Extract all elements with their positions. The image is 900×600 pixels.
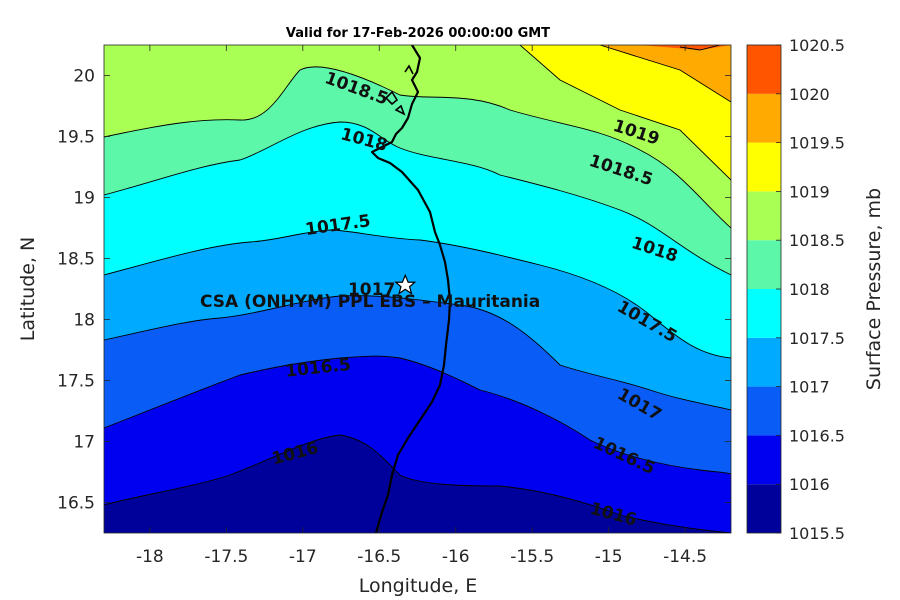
x-tick-label: -16: [442, 547, 470, 567]
site-label: CSA (ONHYM) PPL EBS – Mauritania: [200, 292, 540, 312]
colorbar-swatch: [747, 240, 781, 289]
y-tick-label: 17.5: [57, 372, 95, 392]
colorbar-tick-label: 1015.5: [789, 524, 845, 543]
contour-line-1018: [104, 121, 731, 276]
contour-line-1018-5: [104, 66, 731, 229]
colorbar-swatch: [747, 93, 781, 143]
x-tick-label: -15.5: [510, 547, 554, 567]
colorbar-swatch: [747, 45, 781, 94]
y-tick-label: 18.5: [57, 250, 95, 270]
contour-line-1016: [104, 434, 731, 533]
colorbar-tick-label: 1018: [789, 280, 830, 299]
colorbar-swatch: [747, 435, 781, 485]
colorbar-swatch: [747, 289, 781, 338]
contour-line-1017-5: [104, 229, 731, 359]
plot-area: [104, 45, 731, 533]
x-tick-label: -14.5: [663, 547, 707, 567]
colorbar-tick-label: 1019.5: [789, 134, 845, 153]
y-tick-label: 20: [73, 67, 95, 87]
x-tick-label: -16.5: [357, 547, 401, 567]
y-axis-ticks: 20 19.5 19 18.5 18 17.5 17 16.5: [57, 67, 731, 514]
x-axis-label: Longitude, E: [359, 575, 478, 597]
contour-line-1020: [679, 45, 721, 51]
chart-title: Valid for 17-Feb-2026 00:00:00 GMT: [286, 26, 550, 41]
colorbar-tick-label: 1016.5: [789, 426, 845, 445]
pressure-band-1015-5: [104, 435, 731, 533]
x-tick-label: -18: [136, 547, 164, 567]
contour-line-1019: [519, 45, 731, 181]
colorbar-tick-label: 1020.5: [789, 36, 845, 55]
y-tick-label: 17: [73, 433, 95, 453]
y-tick-label: 18: [73, 311, 95, 331]
x-axis-ticks: -18 -17.5 -17 -16.5 -16 -15.5 -15 -14.5: [136, 45, 707, 567]
site-star-icon: [394, 273, 417, 295]
contour-lines: [104, 45, 731, 533]
x-tick-label: -17.5: [204, 547, 248, 567]
y-tick-label: 16.5: [57, 494, 95, 514]
colorbar: 1020.5 1020 1019.5 1019 1018.5 1018 1017.5 1017…: [747, 36, 845, 543]
colorbar-label: Surface Pressure, mb: [863, 188, 885, 390]
colorbar-swatch: [747, 337, 781, 387]
contour-line-1017: [104, 295, 731, 411]
colorbar-swatch: [747, 386, 781, 436]
site-marker: CSA (ONHYM) PPL EBS – Mauritania: [200, 273, 540, 312]
colorbar-swatch: [747, 191, 781, 241]
axes-frame: [103, 44, 732, 534]
colorbar-swatch: [747, 142, 781, 192]
y-axis-label: Latitude, N: [17, 237, 39, 342]
x-tick-label: -17: [289, 547, 317, 567]
colorbar-tick-label: 1018.5: [789, 231, 845, 250]
contour-label: 1017: [348, 280, 395, 300]
colorbar-frame: [746, 44, 782, 534]
colorbar-tick-label: 1019: [789, 182, 830, 201]
y-tick-label: 19: [73, 189, 95, 209]
x-tick-label: -15: [595, 547, 623, 567]
contour-line-1019-5: [599, 45, 731, 103]
colorbar-tick-label: 1017.5: [789, 329, 845, 348]
colorbar-tick-label: 1020: [789, 85, 830, 104]
banc-d-arguin-islands: [384, 64, 414, 116]
colorbar-tick-label: 1016: [789, 475, 830, 494]
colorbar-tick-label: 1017: [789, 378, 830, 397]
colorbar-swatch: [747, 484, 781, 533]
coastline: [370, 45, 452, 533]
y-tick-label: 19.5: [57, 128, 95, 148]
contour-line-1016-5: [104, 355, 731, 475]
